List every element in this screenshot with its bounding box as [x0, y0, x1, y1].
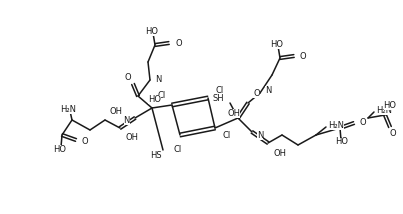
Text: N: N — [257, 131, 264, 140]
Text: OH: OH — [227, 108, 240, 117]
Text: HO: HO — [145, 27, 158, 36]
Text: O: O — [360, 117, 367, 126]
Text: HO: HO — [148, 95, 161, 104]
Text: N: N — [124, 116, 130, 125]
Text: Cl: Cl — [158, 91, 166, 100]
Text: OH: OH — [109, 107, 122, 116]
Text: O: O — [390, 128, 396, 138]
Text: O: O — [125, 73, 131, 83]
Text: H₂N: H₂N — [328, 120, 344, 129]
Text: OH: OH — [125, 134, 138, 143]
Text: N: N — [265, 86, 271, 95]
Text: N: N — [155, 76, 161, 85]
Text: O: O — [82, 137, 89, 146]
Text: Cl: Cl — [216, 86, 224, 95]
Text: HO: HO — [270, 40, 283, 49]
Text: Cl: Cl — [174, 144, 182, 153]
Text: O: O — [175, 39, 182, 48]
Text: SH: SH — [212, 94, 224, 103]
Text: OH: OH — [273, 149, 286, 158]
Text: H₂N: H₂N — [60, 104, 76, 113]
Text: O: O — [300, 52, 307, 61]
Text: HS: HS — [150, 150, 162, 159]
Text: O: O — [253, 89, 260, 98]
Text: Cl: Cl — [223, 131, 231, 141]
Text: HO: HO — [384, 101, 397, 110]
Text: HO: HO — [54, 144, 66, 153]
Text: H₂N: H₂N — [376, 106, 392, 114]
Text: HO: HO — [336, 138, 349, 147]
